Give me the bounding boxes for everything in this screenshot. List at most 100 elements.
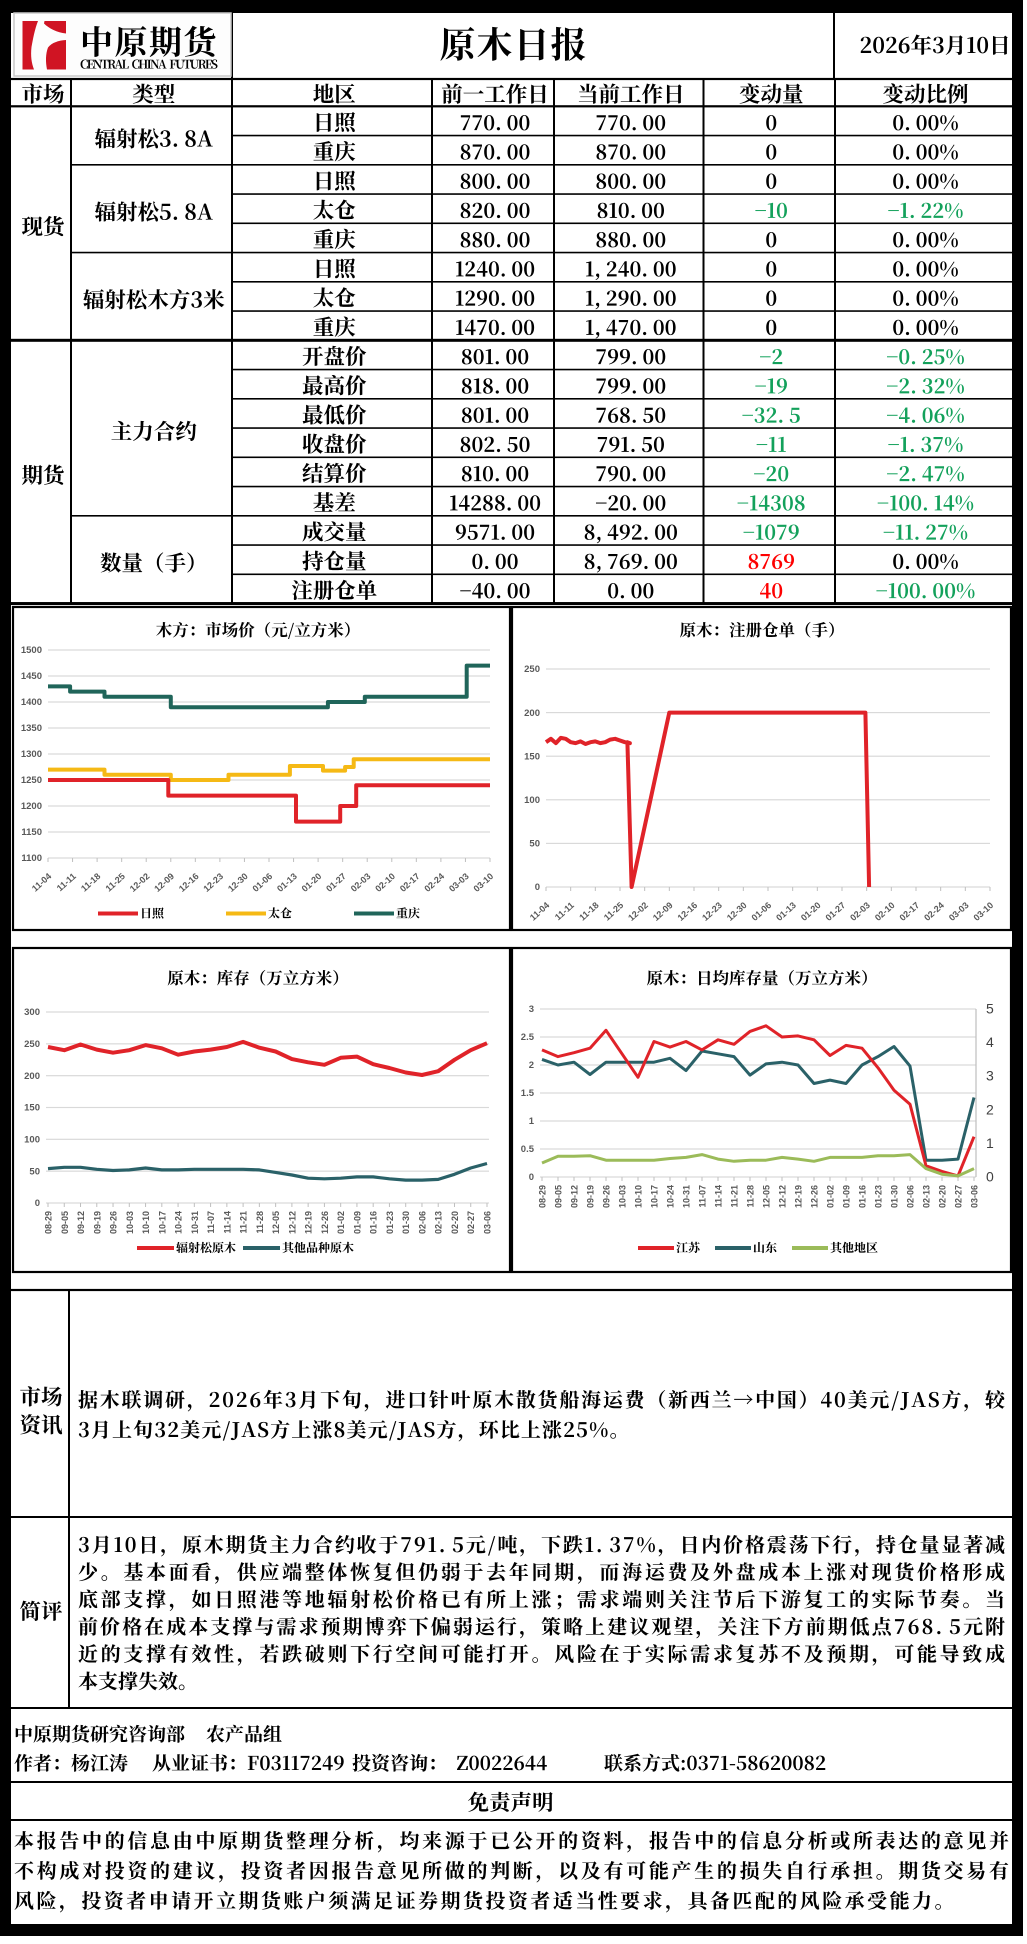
svg-text:12-02: 12-02 — [128, 871, 152, 894]
svg-text:10-24: 10-24 — [174, 1211, 184, 1234]
svg-text:3: 3 — [986, 1068, 994, 1084]
svg-text:12-16: 12-16 — [177, 871, 201, 894]
svg-text:150: 150 — [24, 1103, 40, 1114]
svg-text:02-06: 02-06 — [417, 1211, 427, 1234]
svg-text:02-03: 02-03 — [349, 871, 373, 894]
svg-text:12-30: 12-30 — [725, 900, 749, 923]
svg-text:1200: 1200 — [21, 801, 42, 812]
svg-text:11-25: 11-25 — [602, 900, 625, 923]
svg-text:12-09: 12-09 — [152, 871, 176, 894]
svg-text:12-19: 12-19 — [304, 1211, 314, 1234]
svg-text:02-24: 02-24 — [422, 871, 446, 894]
svg-text:11-25: 11-25 — [104, 871, 127, 894]
svg-text:01-20: 01-20 — [799, 900, 823, 923]
svg-text:11-28: 11-28 — [255, 1211, 265, 1234]
svg-text:02-03: 02-03 — [848, 900, 872, 923]
svg-text:01-16: 01-16 — [369, 1211, 379, 1234]
svg-text:1: 1 — [986, 1135, 994, 1151]
svg-text:08-29: 08-29 — [538, 1185, 548, 1208]
svg-text:02-10: 02-10 — [373, 871, 397, 894]
svg-text:01-06: 01-06 — [251, 871, 275, 894]
svg-text:03-06: 03-06 — [483, 1211, 493, 1234]
svg-text:02-13: 02-13 — [434, 1211, 444, 1234]
svg-text:11-07: 11-07 — [698, 1185, 708, 1208]
svg-text:09-26: 09-26 — [109, 1211, 119, 1234]
svg-text:09-12: 09-12 — [570, 1185, 580, 1208]
svg-text:02-20: 02-20 — [450, 1211, 460, 1234]
svg-text:01-06: 01-06 — [750, 900, 774, 923]
svg-text:10-31: 10-31 — [682, 1185, 692, 1208]
svg-text:09-19: 09-19 — [92, 1211, 102, 1234]
svg-text:1150: 1150 — [21, 827, 42, 838]
svg-text:1400: 1400 — [21, 697, 42, 708]
svg-text:200: 200 — [24, 1071, 40, 1082]
svg-text:09-12: 09-12 — [76, 1211, 86, 1234]
svg-text:0.5: 0.5 — [521, 1144, 535, 1155]
svg-text:11-21: 11-21 — [730, 1185, 740, 1208]
svg-text:02-10: 02-10 — [873, 900, 897, 923]
svg-text:01-23: 01-23 — [874, 1185, 884, 1208]
svg-text:250: 250 — [524, 664, 540, 675]
svg-text:10-17: 10-17 — [650, 1185, 660, 1208]
svg-text:02-17: 02-17 — [398, 871, 422, 894]
svg-text:12-16: 12-16 — [676, 900, 700, 923]
svg-text:12-26: 12-26 — [810, 1185, 820, 1208]
svg-text:2.5: 2.5 — [521, 1032, 535, 1043]
svg-text:50: 50 — [529, 839, 540, 850]
svg-text:01-02: 01-02 — [336, 1211, 346, 1234]
svg-text:01-30: 01-30 — [401, 1211, 411, 1234]
svg-text:01-20: 01-20 — [300, 871, 324, 894]
svg-text:10-24: 10-24 — [666, 1185, 676, 1208]
svg-text:01-27: 01-27 — [824, 900, 848, 923]
svg-text:08-29: 08-29 — [44, 1211, 54, 1234]
svg-text:11-28: 11-28 — [746, 1185, 756, 1208]
svg-text:0: 0 — [535, 882, 540, 893]
svg-text:01-23: 01-23 — [385, 1211, 395, 1234]
svg-text:12-30: 12-30 — [226, 871, 250, 894]
svg-text:02-06: 02-06 — [906, 1185, 916, 1208]
svg-text:2: 2 — [529, 1060, 534, 1071]
svg-text:11-11: 11-11 — [55, 871, 78, 893]
svg-text:01-13: 01-13 — [275, 871, 299, 894]
svg-text:01-02: 01-02 — [826, 1185, 836, 1208]
svg-text:12-12: 12-12 — [287, 1211, 297, 1234]
svg-text:0: 0 — [986, 1169, 994, 1185]
svg-text:11-14: 11-14 — [714, 1185, 724, 1208]
svg-text:11-18: 11-18 — [577, 900, 600, 923]
svg-text:02-13: 02-13 — [922, 1185, 932, 1208]
svg-text:1100: 1100 — [21, 853, 42, 864]
svg-text:1500: 1500 — [21, 645, 42, 656]
svg-text:10-10: 10-10 — [634, 1185, 644, 1208]
svg-text:03-10: 03-10 — [972, 900, 996, 923]
svg-text:200: 200 — [524, 708, 540, 719]
svg-text:11-18: 11-18 — [79, 871, 102, 894]
svg-text:12-26: 12-26 — [320, 1211, 330, 1234]
svg-text:03-06: 03-06 — [970, 1185, 980, 1208]
svg-text:03-10: 03-10 — [472, 871, 496, 894]
svg-text:12-23: 12-23 — [201, 871, 225, 894]
svg-text:10-03: 10-03 — [125, 1211, 135, 1234]
svg-text:12-05: 12-05 — [271, 1211, 281, 1234]
svg-text:1.5: 1.5 — [521, 1088, 535, 1099]
svg-text:11-04: 11-04 — [30, 871, 53, 894]
svg-text:01-16: 01-16 — [858, 1185, 868, 1208]
svg-text:09-05: 09-05 — [554, 1185, 564, 1208]
svg-text:1450: 1450 — [21, 671, 42, 682]
svg-text:02-27: 02-27 — [466, 1211, 476, 1234]
svg-text:09-26: 09-26 — [602, 1185, 612, 1208]
svg-text:10-31: 10-31 — [190, 1211, 200, 1234]
svg-text:11-11: 11-11 — [553, 900, 576, 922]
svg-text:3: 3 — [529, 1004, 534, 1015]
svg-text:01-13: 01-13 — [774, 900, 798, 923]
svg-text:100: 100 — [524, 795, 540, 806]
svg-text:10-10: 10-10 — [141, 1211, 151, 1234]
svg-text:0: 0 — [529, 1172, 534, 1183]
svg-text:02-17: 02-17 — [898, 900, 922, 923]
svg-text:11-14: 11-14 — [222, 1211, 232, 1234]
svg-text:50: 50 — [29, 1166, 40, 1177]
svg-text:03-03: 03-03 — [947, 900, 971, 923]
svg-text:01-09: 01-09 — [352, 1211, 362, 1234]
svg-text:12-19: 12-19 — [794, 1185, 804, 1208]
svg-text:4: 4 — [986, 1034, 994, 1050]
svg-text:02-27: 02-27 — [954, 1185, 964, 1208]
